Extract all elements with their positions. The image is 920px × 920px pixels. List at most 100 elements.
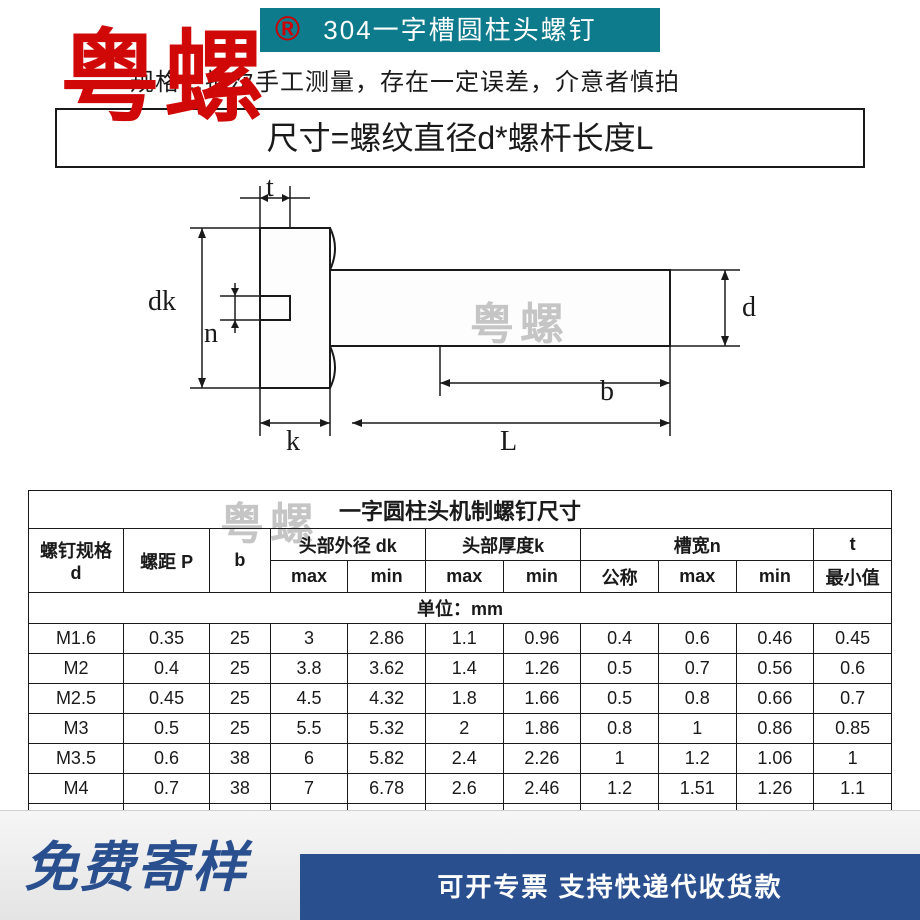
table-cell: 0.45 [814,624,892,654]
label-t: t [266,172,274,204]
table-cell: 0.7 [123,774,209,804]
watermark-grey-1: 粤螺 [470,288,570,352]
table-cell: 2.4 [425,744,503,774]
table-cell: 1 [581,744,659,774]
table-cell: 1.1 [814,774,892,804]
hdr-dk-max: max [270,561,348,593]
table-cell: 0.5 [581,654,659,684]
table-cell: 0.4 [581,624,659,654]
table-cell: 0.8 [581,714,659,744]
footer-right-text: 可开专票 支持快递代收货款 [300,854,920,920]
table-cell: 6 [270,744,348,774]
hdr-k: 头部厚度k [425,529,580,561]
table-cell: 1.2 [581,774,659,804]
table-cell: 7 [270,774,348,804]
hdr-k-max: max [425,561,503,593]
table-cell: 0.66 [736,684,814,714]
table-cell: 2.26 [503,744,581,774]
table-cell: 2 [425,714,503,744]
table-row: M20.4253.83.621.41.260.50.70.560.6 [29,654,892,684]
table-cell: M3.5 [29,744,124,774]
hdr-n-nom: 公称 [581,561,659,593]
table-cell: 1.51 [658,774,736,804]
label-b: b [600,376,614,408]
table-cell: 0.85 [814,714,892,744]
table-cell: 25 [210,684,270,714]
table-cell: 25 [210,714,270,744]
hdr-k-min: min [503,561,581,593]
table-unit-row: 单位：mm [29,593,892,624]
table-cell: 38 [210,744,270,774]
table-cell: 2.6 [425,774,503,804]
table-cell: 5.82 [348,744,426,774]
hdr-spec: 螺钉规格 [29,537,123,563]
table-cell: 1.06 [736,744,814,774]
table-cell: M3 [29,714,124,744]
table-cell: 2.46 [503,774,581,804]
screw-svg [140,178,780,458]
table-cell: 1.8 [425,684,503,714]
hdr-n: 槽宽n [581,529,814,561]
title-banner: 304一字槽圆柱头螺钉 [260,8,660,52]
table-cell: 1 [658,714,736,744]
table-row: M1.60.352532.861.10.960.40.60.460.45 [29,624,892,654]
hdr-b: b [210,529,270,593]
table-cell: 0.7 [814,684,892,714]
table-row: M40.73876.782.62.461.21.511.261.1 [29,774,892,804]
table-cell: 0.6 [123,744,209,774]
table-cell: 0.46 [736,624,814,654]
label-L: L [500,426,517,458]
label-d: d [742,292,756,324]
table-cell: M1.6 [29,624,124,654]
label-k: k [286,426,300,458]
footer-left-text: 免费寄样 [24,823,248,902]
table-cell: 2.86 [348,624,426,654]
table-cell: 5.5 [270,714,348,744]
hdr-d: d [29,563,123,584]
table-cell: 0.8 [658,684,736,714]
hdr-dk: 头部外径 dk [270,529,425,561]
table-cell: M4 [29,774,124,804]
screw-diagram: t dk n k L b d 粤螺 [140,178,780,458]
table-cell: 1 [814,744,892,774]
table-cell: 0.56 [736,654,814,684]
hdr-t: t [814,529,892,561]
table-row: M3.50.63865.822.42.2611.21.061 [29,744,892,774]
table-cell: 1.66 [503,684,581,714]
spec-table: 一字圆柱头机制螺钉尺寸 螺钉规格 d 螺距 P b 头部外径 dk 头部厚度k … [28,490,892,834]
table-cell: 1.4 [425,654,503,684]
table-cell: 3.62 [348,654,426,684]
table-title-row: 一字圆柱头机制螺钉尺寸 [29,491,892,529]
table-cell: 25 [210,654,270,684]
registered-mark: ® [275,10,300,49]
table-cell: 0.5 [123,714,209,744]
table-cell: 38 [210,774,270,804]
watermark-red: 粤螺 [60,28,268,128]
table-cell: 0.5 [581,684,659,714]
label-dk: dk [148,286,176,318]
table-cell: 0.45 [123,684,209,714]
table-cell: 6.78 [348,774,426,804]
table-row: M2.50.45254.54.321.81.660.50.80.660.7 [29,684,892,714]
table-cell: 3.8 [270,654,348,684]
table-cell: 25 [210,624,270,654]
table-cell: 1.26 [503,654,581,684]
label-n: n [204,318,218,350]
table-cell: 1.86 [503,714,581,744]
table-cell: 0.7 [658,654,736,684]
hdr-dk-min: min [348,561,426,593]
table-cell: 0.96 [503,624,581,654]
table-cell: M2.5 [29,684,124,714]
table-cell: 0.86 [736,714,814,744]
hdr-p: 螺距 P [123,529,209,593]
table-cell: 0.4 [123,654,209,684]
table-cell: 4.32 [348,684,426,714]
table-cell: 1.2 [658,744,736,774]
table-body: M1.60.352532.861.10.960.40.60.460.45M20.… [29,624,892,834]
table-cell: 1.1 [425,624,503,654]
table-cell: 3 [270,624,348,654]
table-unit: 单位：mm [29,593,892,624]
hdr-t-min: 最小值 [814,561,892,593]
footer-bar: 免费寄样 可开专票 支持快递代收货款 [0,810,920,920]
table-cell: 0.35 [123,624,209,654]
